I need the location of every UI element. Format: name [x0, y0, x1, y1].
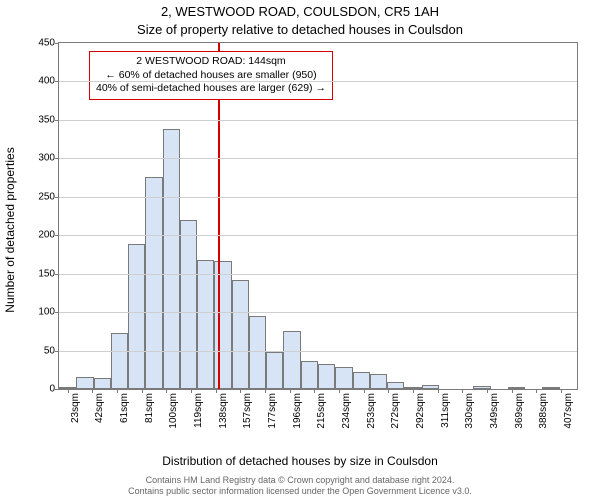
y-tick-mark: [55, 235, 59, 236]
y-tick-label: 450: [38, 38, 55, 49]
x-tick-label: 81sqm: [144, 393, 155, 423]
y-tick-label: 250: [38, 191, 55, 202]
y-tick-label: 300: [38, 153, 55, 164]
x-tick-label: 292sqm: [415, 393, 426, 429]
bar: [249, 316, 266, 389]
x-tick-label: 369sqm: [514, 393, 525, 429]
x-tick-mark: [487, 389, 488, 393]
bar: [128, 244, 145, 389]
x-tick-mark: [117, 389, 118, 393]
y-axis-title: Number of detached properties: [3, 80, 17, 380]
chart-title-address: 2, WESTWOOD ROAD, COULSDON, CR5 1AH: [0, 4, 600, 19]
x-tick-mark: [265, 389, 266, 393]
bar: [283, 331, 300, 389]
footer-line-2: Contains public sector information licen…: [0, 486, 600, 497]
y-tick-label: 100: [38, 307, 55, 318]
bar: [111, 333, 128, 389]
x-tick-mark: [339, 389, 340, 393]
info-box: 2 WESTWOOD ROAD: 144sqm ← 60% of detache…: [89, 51, 333, 100]
x-tick-label: 234sqm: [341, 393, 352, 429]
x-tick-label: 253sqm: [366, 393, 377, 429]
x-tick-label: 330sqm: [464, 393, 475, 429]
gridline: [59, 351, 577, 352]
y-tick-mark: [55, 274, 59, 275]
x-tick-mark: [142, 389, 143, 393]
gridline: [59, 274, 577, 275]
x-tick-label: 177sqm: [267, 393, 278, 429]
x-tick-mark: [216, 389, 217, 393]
y-tick-mark: [55, 351, 59, 352]
bar: [353, 372, 370, 389]
bar: [318, 364, 335, 389]
bar: [422, 385, 439, 389]
bar: [197, 260, 214, 389]
y-tick-label: 200: [38, 230, 55, 241]
footer-line-1: Contains HM Land Registry data © Crown c…: [0, 475, 600, 486]
gridline: [59, 120, 577, 121]
y-tick-label: 50: [44, 345, 55, 356]
bar: [335, 367, 352, 389]
bar: [370, 374, 387, 389]
x-tick-mark: [191, 389, 192, 393]
bar: [76, 377, 93, 389]
chart-title-desc: Size of property relative to detached ho…: [0, 22, 600, 37]
info-line-3: 40% of semi-detached houses are larger (…: [96, 82, 326, 96]
bar: [232, 280, 249, 389]
gridline: [59, 197, 577, 198]
x-tick-label: 42sqm: [94, 393, 105, 423]
x-tick-label: 157sqm: [242, 393, 253, 429]
y-tick-mark: [55, 197, 59, 198]
x-tick-label: 388sqm: [538, 393, 549, 429]
y-tick-label: 150: [38, 268, 55, 279]
x-tick-mark: [438, 389, 439, 393]
y-tick-mark: [55, 312, 59, 313]
chart-container: 2, WESTWOOD ROAD, COULSDON, CR5 1AH Size…: [0, 0, 600, 500]
x-tick-mark: [364, 389, 365, 393]
x-tick-label: 23sqm: [70, 393, 81, 423]
y-tick-mark: [55, 158, 59, 159]
x-tick-label: 61sqm: [119, 393, 130, 423]
x-axis-title: Distribution of detached houses by size …: [0, 454, 600, 468]
y-tick-mark: [55, 389, 59, 390]
x-tick-label: 311sqm: [440, 393, 451, 428]
gridline: [59, 312, 577, 313]
x-tick-mark: [290, 389, 291, 393]
bar: [214, 261, 231, 389]
y-tick-mark: [55, 43, 59, 44]
x-tick-mark: [512, 389, 513, 393]
bar: [180, 220, 197, 389]
x-tick-mark: [68, 389, 69, 393]
bar: [387, 382, 404, 389]
x-tick-label: 100sqm: [168, 393, 179, 429]
plot-area: 2 WESTWOOD ROAD: 144sqm ← 60% of detache…: [58, 42, 578, 390]
x-tick-label: 138sqm: [218, 393, 229, 429]
y-tick-mark: [55, 120, 59, 121]
bar: [542, 387, 559, 389]
info-line-1: 2 WESTWOOD ROAD: 144sqm: [96, 55, 326, 69]
bar: [473, 386, 490, 389]
x-tick-mark: [413, 389, 414, 393]
y-tick-label: 0: [49, 384, 55, 395]
gridline: [59, 235, 577, 236]
footer-attribution: Contains HM Land Registry data © Crown c…: [0, 475, 600, 498]
info-line-2: ← 60% of detached houses are smaller (95…: [96, 69, 326, 83]
y-tick-mark: [55, 81, 59, 82]
x-tick-label: 407sqm: [563, 393, 574, 429]
x-tick-label: 215sqm: [316, 393, 327, 429]
x-tick-label: 119sqm: [193, 393, 204, 428]
x-tick-mark: [561, 389, 562, 393]
bar: [301, 361, 318, 389]
bar: [266, 352, 283, 389]
bar: [94, 378, 111, 389]
gridline: [59, 158, 577, 159]
x-tick-label: 349sqm: [489, 393, 500, 429]
y-tick-label: 400: [38, 76, 55, 87]
y-tick-label: 350: [38, 114, 55, 125]
bar: [508, 387, 525, 389]
x-tick-label: 196sqm: [292, 393, 303, 429]
x-tick-label: 272sqm: [390, 393, 401, 429]
gridline: [59, 81, 577, 82]
bar: [145, 177, 162, 389]
